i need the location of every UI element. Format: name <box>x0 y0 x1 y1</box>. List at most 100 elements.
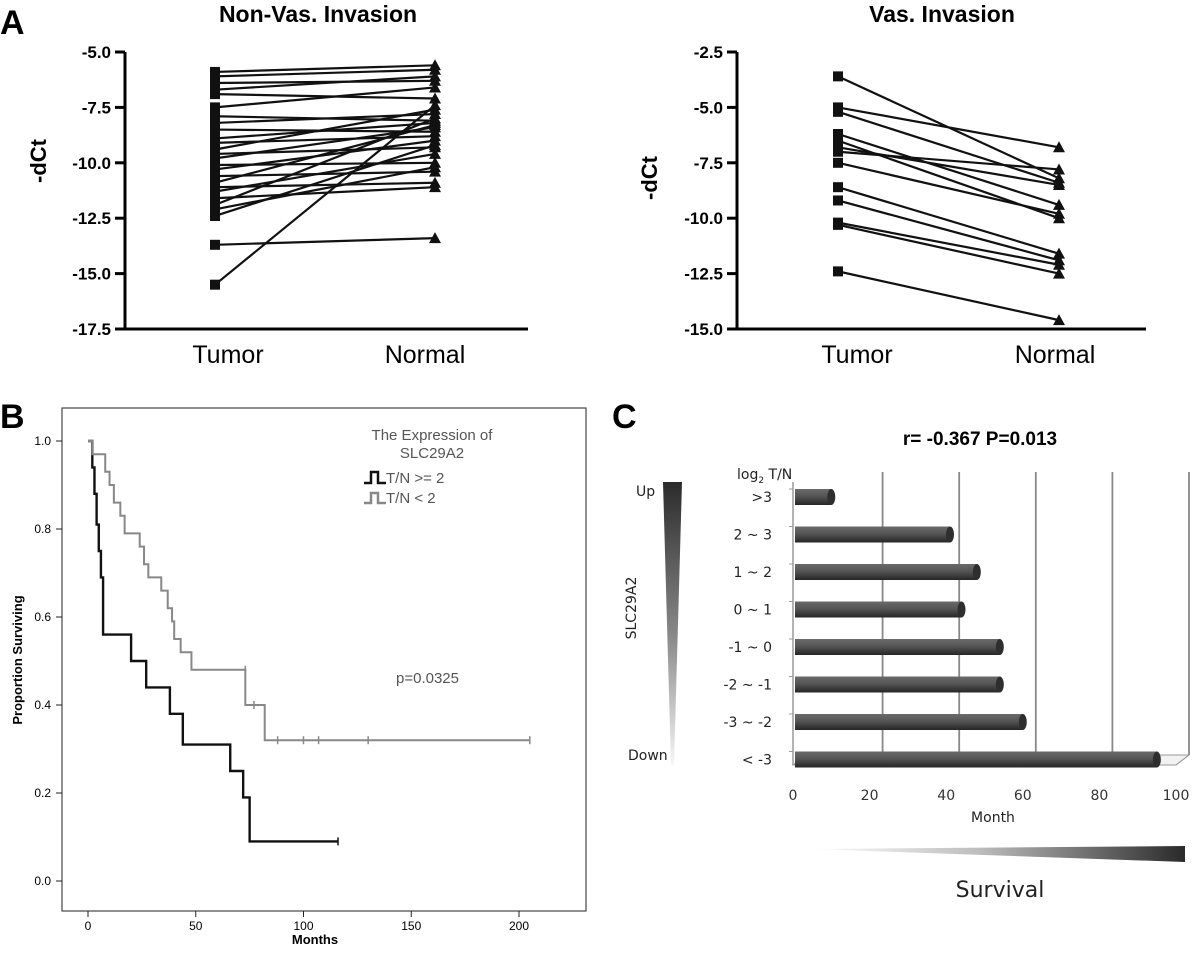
x-tick-label: 0 <box>85 919 92 933</box>
pair-line <box>214 186 436 200</box>
normal-point <box>1053 198 1065 210</box>
normal-point <box>429 147 441 159</box>
category-label: 0 ~ 1 <box>734 603 772 619</box>
tumor-point <box>833 219 843 230</box>
normal-point <box>1053 314 1065 326</box>
tumor-point <box>210 89 220 100</box>
tumor-point <box>833 182 843 193</box>
pair-line <box>214 86 436 109</box>
normal-point <box>429 92 441 104</box>
y-tick-label: 0.6 <box>34 610 51 624</box>
y-tick-label: -15.0 <box>684 320 723 339</box>
x-tick-label: 20 <box>861 788 879 804</box>
x-tick-label: 40 <box>937 788 955 804</box>
normal-point <box>429 70 441 82</box>
y-tick-label: -12.5 <box>72 209 111 228</box>
x-tick-label: 100 <box>293 919 313 933</box>
tumor-point <box>210 193 220 204</box>
pair-line <box>837 270 1060 322</box>
normal-point <box>429 119 441 131</box>
chart-a-nonvas-title: Non-Vas. Invasion <box>219 1 417 27</box>
chart-b-legend-swatch-low <box>364 491 386 505</box>
tumor-point <box>833 157 843 168</box>
y-tick-label: 0.8 <box>34 522 51 536</box>
bar-end <box>995 676 1004 693</box>
y-tick-label: -7.5 <box>694 154 723 173</box>
chart-b-survival: 0.0 0.2 0.4 0.6 0.8 1.0 0 50 100 150 200 Proportio… <box>10 407 587 947</box>
pair-line <box>837 150 1060 171</box>
tumor-point <box>210 164 220 175</box>
chart-c-survival-label: Survival <box>956 878 1045 903</box>
tumor-point <box>210 137 220 148</box>
normal-point <box>1053 267 1065 279</box>
pair-line <box>837 146 1060 187</box>
chart-b-x-label: Months <box>292 932 338 947</box>
normal-point <box>1053 258 1065 270</box>
y-tick-label: -12.5 <box>684 265 723 284</box>
pair-line <box>837 132 1060 206</box>
tumor-point <box>210 153 220 164</box>
pair-line <box>214 152 436 193</box>
bar <box>795 526 951 543</box>
pair-line <box>837 223 1060 275</box>
chart-b-legend-label-high: T/N >= 2 <box>386 470 444 487</box>
x-tick-label: 150 <box>401 919 421 933</box>
pair-line <box>214 68 436 78</box>
panel-label-b: B <box>0 398 25 436</box>
x-tick-label: 100 <box>1163 788 1190 804</box>
chart-b-legend-swatch-high <box>364 470 386 485</box>
tumor-point <box>833 195 843 206</box>
normal-point <box>1053 141 1065 153</box>
chart-a-vas-cat-normal: Normal <box>1015 341 1096 369</box>
chart-a-vas-title: Vas. Invasion <box>869 1 1015 27</box>
pair-line <box>214 93 436 100</box>
chart-b-legend-title-line1: The Expression of <box>372 427 494 444</box>
pair-line <box>214 166 436 211</box>
y-tick-label: -7.5 <box>82 98 111 117</box>
category-label: < -3 <box>742 753 772 769</box>
chart-a-nonvas-cat-tumor: Tumor <box>192 341 263 369</box>
bar <box>795 564 977 580</box>
y-tick-label: 1.0 <box>34 434 51 448</box>
y-tick-label: -2.5 <box>694 43 723 62</box>
category-label: 2 ~ 3 <box>734 528 772 544</box>
tumor-point <box>210 78 220 89</box>
chart-c-x-label: Month <box>971 810 1015 826</box>
normal-point <box>1053 178 1065 190</box>
tumor-point <box>833 128 843 139</box>
y-tick-label: -10.0 <box>72 154 111 173</box>
bar-end <box>995 639 1004 655</box>
normal-point <box>429 139 441 151</box>
tumor-point <box>210 171 220 182</box>
km-curve-high <box>88 439 338 843</box>
bar <box>795 751 1157 768</box>
tumor-point <box>210 117 220 128</box>
chart-a-vas-y-label: -dCt <box>637 155 662 200</box>
chart-a-nonvas-y-label: -dCt <box>26 138 51 183</box>
y-tick-label: -15.0 <box>72 265 111 284</box>
chart-a-vas: Vas. Invasion -2.5 -5.0 -7.5 -10.0 -12.5 -15.… <box>637 1 1146 369</box>
pair-line <box>837 161 1060 215</box>
panel-label-c: C <box>612 398 637 436</box>
pair-line <box>837 199 1060 262</box>
tumor-point <box>210 204 220 215</box>
normal-point <box>1053 247 1065 259</box>
y-tick-label: 0.4 <box>34 698 51 712</box>
tumor-point <box>210 111 220 122</box>
grid-floor-line <box>1175 754 1190 766</box>
tumor-point <box>210 124 220 135</box>
chart-b-y-label: Proportion Surviving <box>10 595 25 724</box>
y-tick-label: 0.2 <box>34 786 51 800</box>
tumor-point <box>833 146 843 157</box>
pair-line <box>214 144 436 218</box>
bar <box>795 639 1000 655</box>
chart-c-survival-wedge <box>810 846 1185 862</box>
x-tick-label: 0 <box>789 788 798 804</box>
chart-c-down-label: Down <box>628 748 668 764</box>
tumor-point <box>210 186 220 197</box>
chart-b-frame <box>61 407 587 912</box>
pair-line <box>214 75 436 91</box>
bar-end <box>827 489 836 505</box>
chart-c-category-header: log2 T/N <box>737 467 792 486</box>
